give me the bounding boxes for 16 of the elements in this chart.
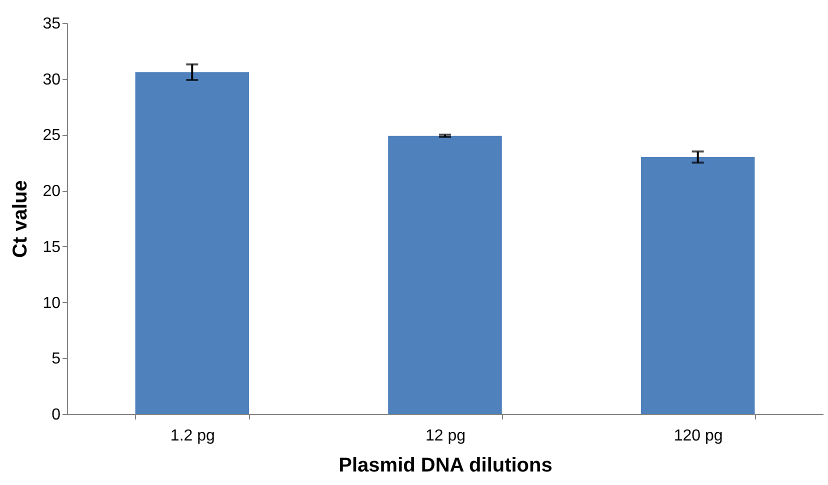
y-tick-label: 30 <box>42 71 61 88</box>
y-tick-label: 15 <box>42 238 61 256</box>
bar <box>135 72 250 414</box>
x-axis-title: Plasmid DNA dilutions <box>338 454 552 476</box>
x-tick-label: 120 pg <box>674 428 723 444</box>
y-tick-label: 20 <box>42 183 61 200</box>
y-tick-label: 35 <box>42 16 61 32</box>
y-axis-title: Ct value <box>10 180 32 258</box>
y-tick-label: 5 <box>52 350 61 368</box>
bar <box>388 136 502 414</box>
y-tick-label: 25 <box>42 127 61 144</box>
x-tick-label: 1.2 pg <box>170 428 215 444</box>
y-tick-label: 10 <box>42 294 61 312</box>
bar <box>640 157 755 414</box>
y-tick-label: 0 <box>52 406 61 424</box>
x-tick-label: 12 pg <box>425 428 466 444</box>
